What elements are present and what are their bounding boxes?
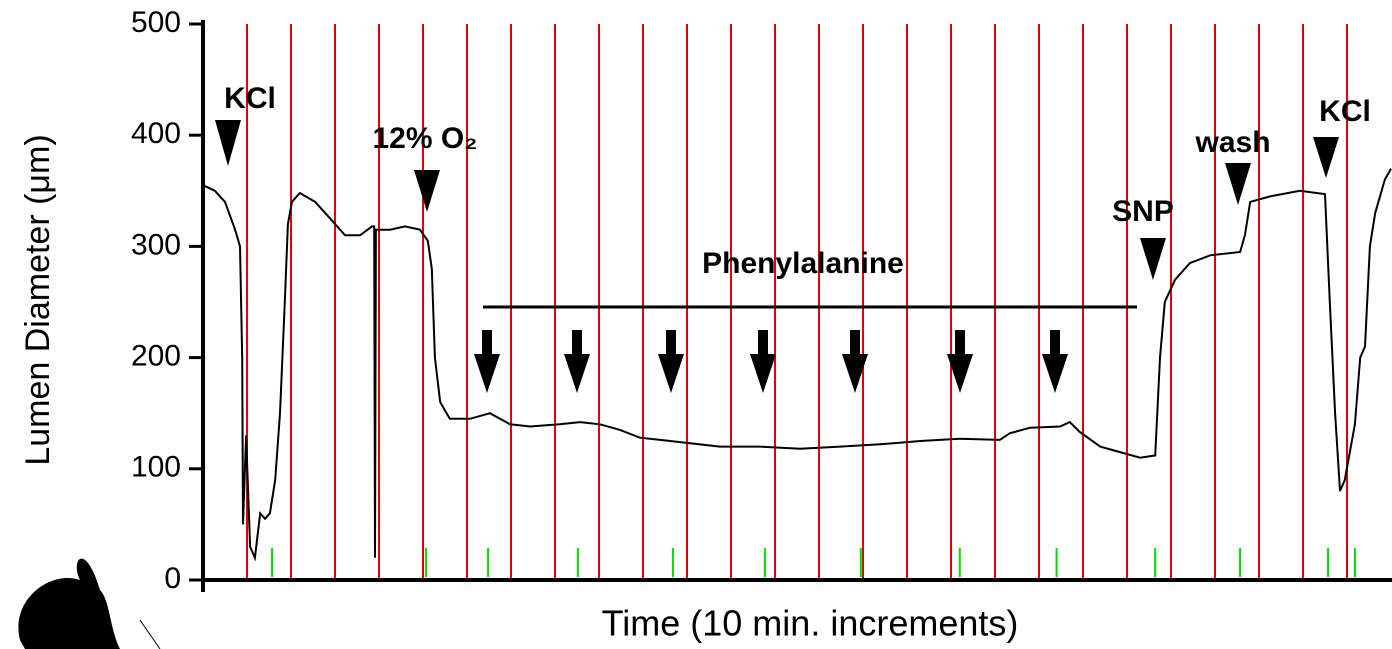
arrow-shaft (482, 330, 492, 358)
y-tick-label: 500 (131, 6, 181, 39)
x-axis-label: Time (10 min. increments) (602, 603, 1019, 644)
arrowhead (1140, 238, 1166, 280)
arrowhead (1042, 354, 1068, 393)
annotation: KCl (1319, 95, 1371, 128)
arrowhead (658, 354, 684, 393)
y-axis-label: Lumen Diameter (μm) (19, 134, 57, 465)
arrowhead (750, 354, 776, 393)
arrow-shaft (758, 330, 768, 358)
arrowhead (474, 354, 500, 393)
arrow-shaft (850, 330, 860, 358)
arrow-shaft (572, 330, 582, 358)
y-tick-label: 100 (131, 451, 181, 484)
y-tick-label: 200 (131, 340, 181, 373)
annotation: wash (1194, 126, 1270, 159)
arrowhead (215, 120, 241, 166)
annotation: Phenylalanine (702, 247, 904, 280)
y-tick-label: 300 (131, 228, 181, 261)
logo-stroke (139, 619, 161, 649)
arrowhead (947, 354, 973, 393)
arrowhead (564, 354, 590, 393)
y-tick-label: 400 (131, 117, 181, 150)
annotation: KCl (224, 82, 276, 115)
annotation: 12% O₂ (372, 122, 477, 155)
arrow-shaft (955, 330, 965, 358)
arrowhead (842, 354, 868, 393)
arrowhead (414, 170, 440, 212)
arrowhead (1225, 163, 1251, 205)
arrow-shaft (666, 330, 676, 358)
arrow-shaft (1050, 330, 1060, 358)
arrowhead (1313, 137, 1339, 178)
annotation: SNP (1112, 195, 1174, 228)
logo-fragment (18, 558, 120, 649)
data-line (202, 168, 1392, 562)
y-tick-label: 0 (164, 562, 181, 595)
